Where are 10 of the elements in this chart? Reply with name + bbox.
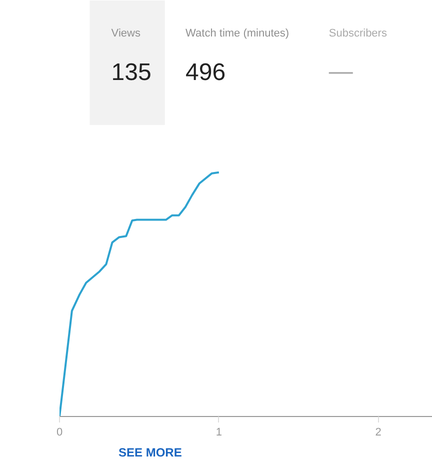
x-tick-label: 1 xyxy=(216,426,222,438)
text: SEE MORE xyxy=(118,446,182,460)
x-tick-label: 0 xyxy=(56,426,63,438)
category-label: Subscribers xyxy=(328,28,388,40)
text: 135 xyxy=(111,59,152,86)
category-label: Views xyxy=(111,28,141,40)
text: — xyxy=(328,58,353,85)
text: 496 xyxy=(186,59,226,86)
category-label: Watch time (minutes) xyxy=(186,28,290,40)
x-tick-label: 2 xyxy=(375,426,382,438)
